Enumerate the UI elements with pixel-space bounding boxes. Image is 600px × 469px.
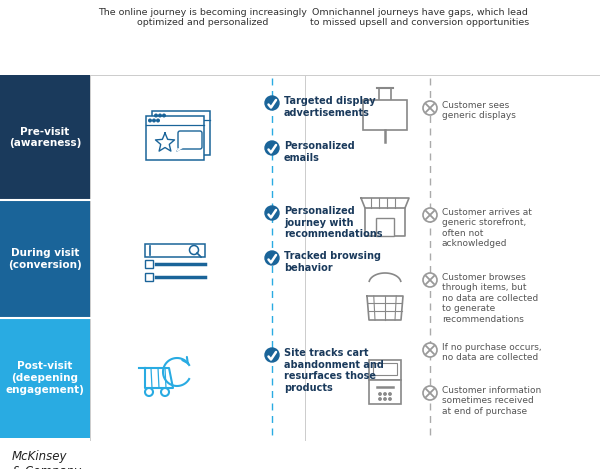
- Bar: [0, 200, 90, 318]
- Circle shape: [265, 348, 279, 362]
- Polygon shape: [361, 198, 409, 208]
- Text: Personalized
journey with
recommendations: Personalized journey with recommendation…: [284, 206, 383, 239]
- Circle shape: [379, 398, 381, 400]
- Bar: [145, 260, 153, 268]
- Text: Customer sees
generic displays: Customer sees generic displays: [442, 101, 516, 121]
- Text: If no purchase occurs,
no data are collected: If no purchase occurs, no data are colle…: [442, 343, 542, 363]
- Bar: [369, 360, 401, 380]
- Text: During visit
(conversion): During visit (conversion): [8, 248, 82, 270]
- Bar: [376, 218, 394, 236]
- Circle shape: [158, 114, 161, 117]
- Bar: [0, 75, 90, 200]
- Circle shape: [265, 251, 279, 265]
- Text: Targeted display
advertisements: Targeted display advertisements: [284, 96, 376, 118]
- FancyBboxPatch shape: [178, 131, 202, 149]
- Circle shape: [190, 245, 199, 255]
- Bar: [145, 273, 153, 281]
- Circle shape: [265, 96, 279, 110]
- Circle shape: [152, 119, 155, 122]
- Circle shape: [384, 398, 386, 400]
- Bar: [373, 363, 397, 375]
- Circle shape: [157, 119, 160, 122]
- Text: The online journey is becoming increasingly
optimized and personalized: The online journey is becoming increasin…: [98, 8, 307, 27]
- Circle shape: [389, 393, 391, 395]
- Circle shape: [163, 114, 166, 117]
- Text: Pre-visit
(awareness): Pre-visit (awareness): [9, 127, 81, 148]
- Circle shape: [423, 101, 437, 115]
- Polygon shape: [367, 296, 403, 320]
- Circle shape: [265, 206, 279, 220]
- Bar: [363, 100, 407, 130]
- Text: Customer information
sometimes received
at end of purchase: Customer information sometimes received …: [442, 386, 541, 416]
- Polygon shape: [145, 368, 173, 388]
- Bar: [146, 116, 204, 160]
- Text: Site tracks cart
abandonment and
resurfaces those
products: Site tracks cart abandonment and resurfa…: [284, 348, 384, 393]
- Circle shape: [265, 141, 279, 155]
- Circle shape: [155, 114, 157, 117]
- Text: Personalized
emails: Personalized emails: [284, 141, 355, 163]
- Circle shape: [423, 208, 437, 222]
- Text: Customer arrives at
generic storefront,
often not
acknowledged: Customer arrives at generic storefront, …: [442, 208, 532, 248]
- Circle shape: [423, 343, 437, 357]
- Circle shape: [161, 388, 169, 396]
- Circle shape: [145, 388, 153, 396]
- Circle shape: [423, 386, 437, 400]
- Circle shape: [389, 398, 391, 400]
- Polygon shape: [177, 145, 186, 151]
- Text: Tracked browsing
behavior: Tracked browsing behavior: [284, 251, 381, 272]
- Circle shape: [384, 393, 386, 395]
- Bar: [369, 380, 401, 404]
- Text: Post-visit
(deepening
engagement): Post-visit (deepening engagement): [5, 362, 85, 394]
- Circle shape: [379, 393, 381, 395]
- Circle shape: [149, 119, 151, 122]
- Text: Customer browses
through items, but
no data are collected
to generate
recommenda: Customer browses through items, but no d…: [442, 273, 538, 324]
- Text: Omnichannel journeys have gaps, which lead
to missed upsell and conversion oppor: Omnichannel journeys have gaps, which le…: [310, 8, 529, 27]
- Bar: [145, 244, 205, 257]
- Text: McKinsey
& Company: McKinsey & Company: [12, 450, 81, 469]
- Bar: [152, 111, 210, 155]
- Circle shape: [423, 273, 437, 287]
- Bar: [0, 318, 90, 438]
